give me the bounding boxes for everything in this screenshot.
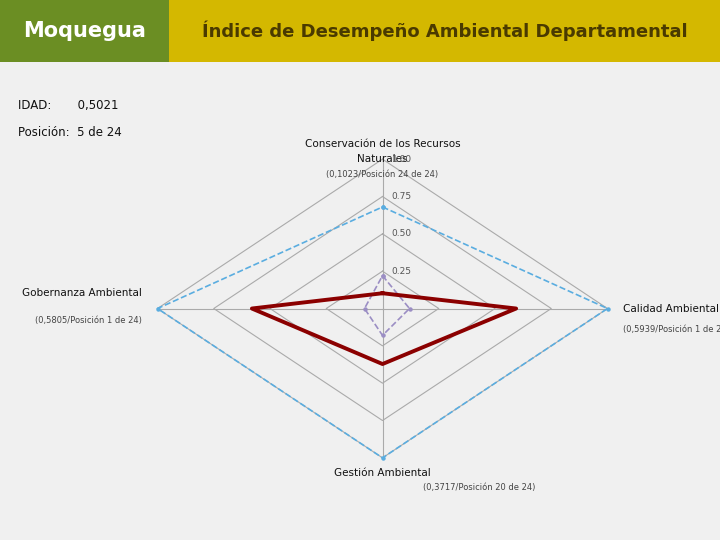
Text: Índice de Desempeño Ambiental Departamental: Índice de Desempeño Ambiental Departamen…: [202, 21, 688, 41]
Text: Posición:  5 de 24: Posición: 5 de 24: [18, 126, 122, 139]
Text: (0,5805/Posición 1 de 24): (0,5805/Posición 1 de 24): [35, 316, 142, 325]
Text: Gestión Ambiental: Gestión Ambiental: [334, 468, 431, 478]
Text: 1.00: 1.00: [392, 154, 412, 164]
Text: 0.25: 0.25: [392, 267, 412, 276]
Text: Naturales: Naturales: [357, 154, 408, 164]
Text: 0.50: 0.50: [392, 230, 412, 238]
Text: (0,3717/Posición 20 de 24): (0,3717/Posición 20 de 24): [423, 483, 536, 492]
Text: (0,5939/Posición 1 de 24): (0,5939/Posición 1 de 24): [624, 325, 720, 334]
Text: (0,1023/Posición 24 de 24): (0,1023/Posición 24 de 24): [326, 170, 438, 179]
Text: Moquegua: Moquegua: [23, 21, 146, 41]
Text: 0.75: 0.75: [392, 192, 412, 201]
Text: Gobernanza Ambiental: Gobernanza Ambiental: [22, 288, 142, 298]
Text: Conservación de los Recursos: Conservación de los Recursos: [305, 139, 460, 148]
Text: IDAD:       0,5021: IDAD: 0,5021: [18, 99, 119, 112]
Text: Calidad Ambiental: Calidad Ambiental: [624, 303, 719, 314]
